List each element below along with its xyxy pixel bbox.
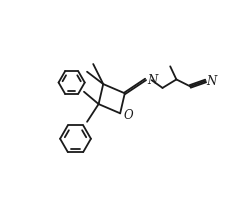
Text: N: N [206, 75, 217, 88]
Text: O: O [123, 109, 133, 122]
Text: N: N [147, 74, 157, 87]
